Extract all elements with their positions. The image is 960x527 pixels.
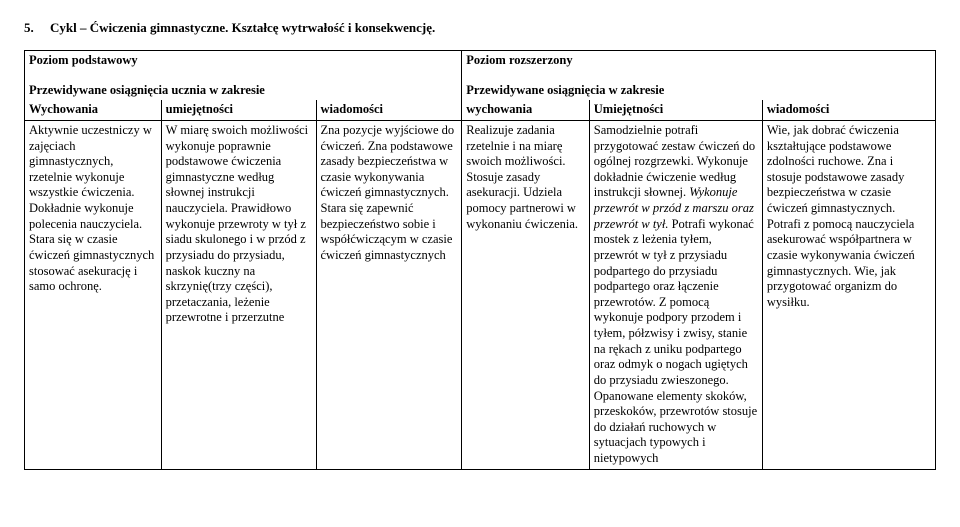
col-header: Wychowania [25, 100, 162, 120]
cell-umiejetnosci-basic: W miarę swoich możliwości wykonuje popra… [161, 120, 316, 469]
table-row: Wychowania umiejętności wiadomości wycho… [25, 100, 936, 120]
level-basic: Poziom podstawowy [25, 51, 462, 71]
subhead-left: Przewidywane osiągnięcia ucznia w zakres… [25, 71, 462, 101]
heading-text: Cykl – Ćwiczenia gimnastyczne. Kształcę … [50, 20, 435, 35]
table-row: Poziom podstawowy Poziom rozszerzony [25, 51, 936, 71]
table-row: Przewidywane osiągnięcia ucznia w zakres… [25, 71, 936, 101]
col-header: wiadomości [316, 100, 462, 120]
col-header: umiejętności [161, 100, 316, 120]
section-heading: 5. Cykl – Ćwiczenia gimnastyczne. Kształ… [24, 20, 936, 36]
cell-wiadomosci-ext: Wie, jak dobrać ćwiczenia kształtujące p… [762, 120, 935, 469]
cell-wychowania-ext: Realizuje zadania rzetelnie i na miarę s… [462, 120, 590, 469]
col-header: wiadomości [762, 100, 935, 120]
col-header: Umiejętności [589, 100, 762, 120]
subhead-right: Przewidywane osiągnięcia w zakresie [462, 71, 936, 101]
cell-wychowania-basic: Aktywnie uczestniczy w zajęciach gimnast… [25, 120, 162, 469]
table-row: Aktywnie uczestniczy w zajęciach gimnast… [25, 120, 936, 469]
curriculum-table: Poziom podstawowy Poziom rozszerzony Prz… [24, 50, 936, 470]
text-part: Potrafi wykonać mostek z leżenia tyłem, … [594, 217, 757, 465]
heading-number: 5. [24, 20, 34, 35]
cell-umiejetnosci-ext: Samodzielnie potrafi przygotować zestaw … [589, 120, 762, 469]
level-extended: Poziom rozszerzony [462, 51, 936, 71]
col-header: wychowania [462, 100, 590, 120]
cell-wiadomosci-basic: Zna pozycje wyjściowe do ćwiczeń. Zna po… [316, 120, 462, 469]
